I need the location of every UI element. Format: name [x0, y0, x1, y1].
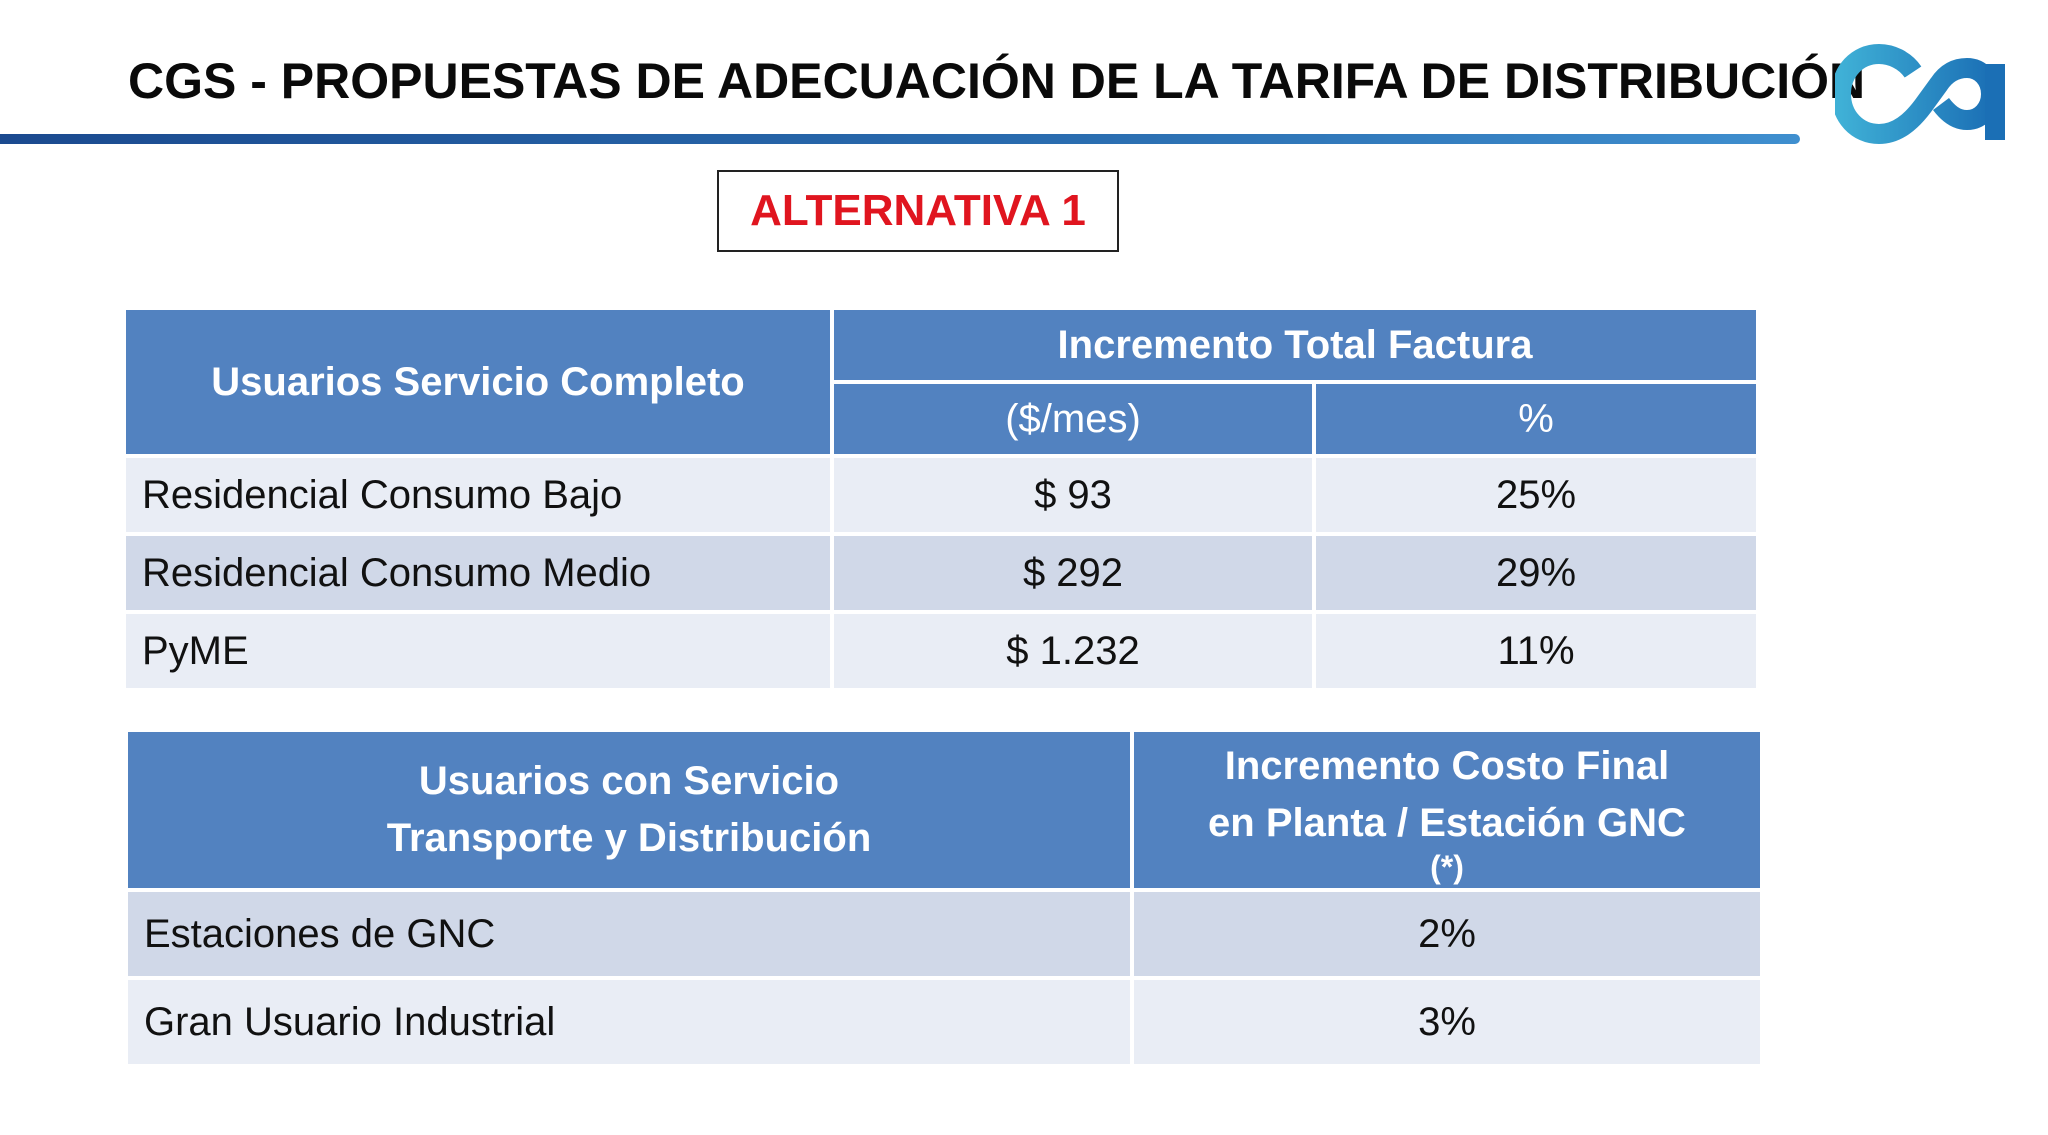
increment-header: Incremento Total Factura — [832, 308, 1758, 382]
row-percent: 25% — [1314, 456, 1758, 534]
row-percent: 2% — [1132, 890, 1762, 978]
amount-header: ($/mes) — [832, 382, 1314, 456]
row-percent: 29% — [1314, 534, 1758, 612]
transport-distribution-table: Usuarios con Servicio Transporte y Distr… — [126, 730, 1762, 1066]
row-label: Residencial Consumo Bajo — [124, 456, 832, 534]
final-cost-header: Incremento Costo Final en Planta / Estac… — [1132, 730, 1762, 890]
users-header: Usuarios Servicio Completo — [124, 308, 832, 456]
final-cost-header-line2: en Planta / Estación GNC — [1208, 801, 1686, 845]
row-percent: 11% — [1314, 612, 1758, 690]
footnote-marker: (*) — [1430, 849, 1464, 885]
row-label: Residencial Consumo Medio — [124, 534, 832, 612]
row-label: Gran Usuario Industrial — [126, 978, 1132, 1066]
table-row: PyME $ 1.232 11% — [124, 612, 1758, 690]
alternative-label: ALTERNATIVA 1 — [717, 170, 1119, 252]
users-transport-header: Usuarios con Servicio Transporte y Distr… — [126, 730, 1132, 890]
ca-logo-icon — [1835, 44, 2005, 144]
table-row: Residencial Consumo Medio $ 292 29% — [124, 534, 1758, 612]
row-label: PyME — [124, 612, 832, 690]
final-cost-header-line1: Incremento Costo Final — [1224, 744, 1670, 788]
row-amount: $ 93 — [832, 456, 1314, 534]
title-underline — [0, 134, 1800, 144]
table-row: Residencial Consumo Bajo $ 93 25% — [124, 456, 1758, 534]
users-transport-header-line2: Transporte y Distribución — [386, 816, 872, 860]
percent-header: % — [1314, 382, 1758, 456]
full-service-table: Usuarios Servicio Completo Incremento To… — [124, 308, 1758, 690]
table-row: Estaciones de GNC 2% — [126, 890, 1762, 978]
row-label: Estaciones de GNC — [126, 890, 1132, 978]
row-amount: $ 292 — [832, 534, 1314, 612]
users-transport-header-line1: Usuarios con Servicio — [418, 759, 840, 803]
row-percent: 3% — [1132, 978, 1762, 1066]
table-row: Gran Usuario Industrial 3% — [126, 978, 1762, 1066]
page-title: CGS - PROPUESTAS DE ADECUACIÓN DE LA TAR… — [128, 53, 1866, 109]
row-amount: $ 1.232 — [832, 612, 1314, 690]
